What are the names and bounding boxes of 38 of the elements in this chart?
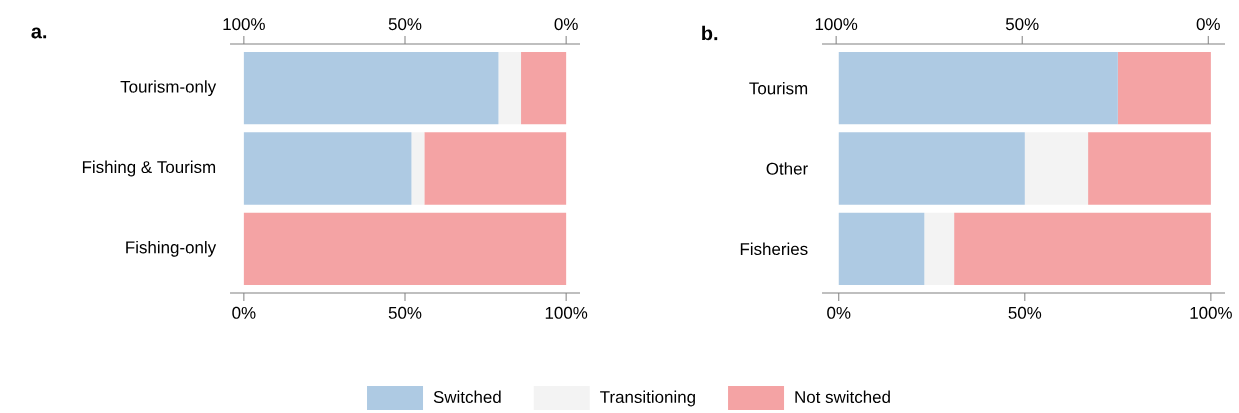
y-tick-label: Tourism <box>749 81 808 95</box>
y-tick-label: Tourism-only <box>120 80 217 97</box>
x-tick-label: 100% <box>1190 306 1232 319</box>
x2-tick-label: 100% <box>223 18 265 31</box>
x2-tick-label: 100% <box>815 18 858 31</box>
bar <box>243 132 412 205</box>
bar <box>243 52 499 125</box>
legend-label: Switched <box>433 390 501 404</box>
chart-title: b. <box>702 25 718 41</box>
bar <box>498 52 522 125</box>
x-tick-label: 0% <box>232 306 256 319</box>
x2-tick-label: 0% <box>1196 18 1220 31</box>
bar <box>521 52 567 125</box>
bar <box>1088 132 1211 205</box>
bar <box>243 212 567 285</box>
bar <box>411 132 425 205</box>
x-tick-label: 0% <box>827 306 851 319</box>
legend-label: Not switched <box>795 390 890 404</box>
x-tick-label: 50% <box>1008 306 1042 319</box>
x2-tick-label: 50% <box>388 18 422 31</box>
bar <box>1117 52 1211 125</box>
bar <box>954 212 1211 285</box>
y-tick-label: Fisheries <box>740 242 808 256</box>
text: a. <box>31 27 47 39</box>
bar <box>838 132 1025 205</box>
x-tick-label: 50% <box>388 306 422 319</box>
y-tick-label: Fishing-only <box>126 240 217 257</box>
bar <box>1024 132 1089 205</box>
legend-label: Transitioning <box>600 390 695 407</box>
x2-tick-label: 0% <box>554 18 578 31</box>
x2-tick-label: 50% <box>1005 18 1039 31</box>
bar <box>838 52 1118 125</box>
y-tick-label: Fishing & Tourism <box>82 160 216 177</box>
bar <box>924 212 955 285</box>
y-tick-label: Other <box>766 162 808 175</box>
bar <box>424 132 567 205</box>
bar <box>838 212 925 285</box>
x-tick-label: 100% <box>545 306 588 319</box>
